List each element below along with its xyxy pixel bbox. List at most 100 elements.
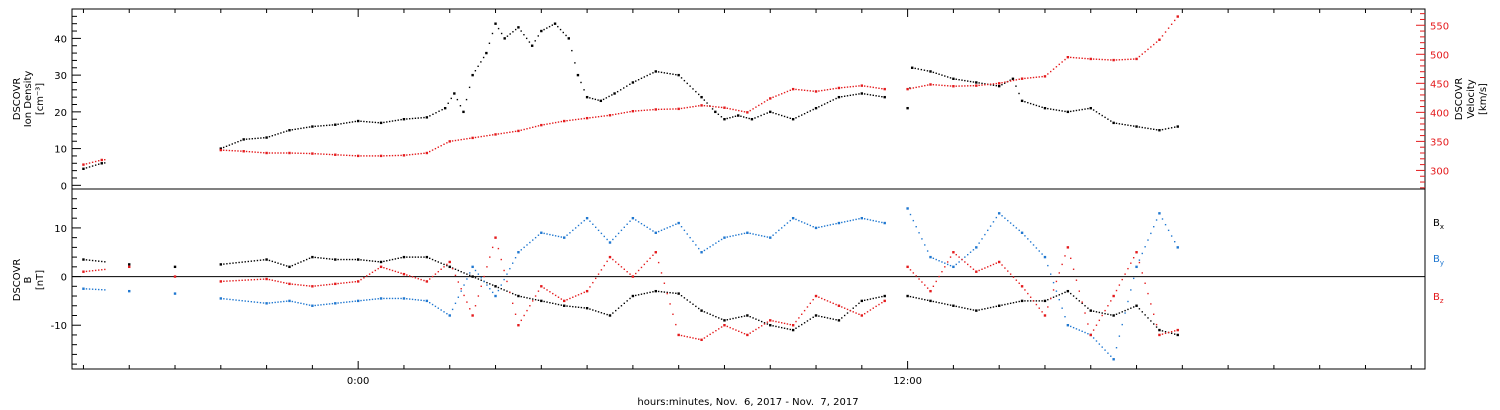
bz-sample	[623, 268, 626, 270]
density-sample	[812, 108, 814, 111]
by-sample	[511, 262, 514, 264]
bz-point	[860, 314, 864, 317]
legend-by-base: B	[1433, 254, 1440, 265]
density-sample	[435, 112, 437, 114]
by-sample	[712, 244, 714, 246]
bz-sample	[818, 296, 820, 298]
bz-sample	[692, 337, 694, 339]
density-sample	[377, 121, 379, 124]
velocity-point	[402, 154, 406, 157]
bx-sample	[715, 316, 717, 318]
velocity-sample	[766, 99, 769, 101]
bx-sample	[543, 300, 545, 303]
density-sample	[964, 79, 966, 82]
by-sample	[371, 298, 374, 301]
bx-point	[128, 263, 131, 266]
bx-sample	[400, 257, 402, 259]
velocity-sample	[411, 153, 414, 156]
legend-by: By	[1433, 254, 1444, 267]
bz-sample	[732, 328, 734, 330]
velocity-sample	[1001, 82, 1003, 84]
velocity-sample	[291, 152, 294, 154]
velocity-sample	[88, 162, 91, 164]
bz-sample	[1035, 303, 1038, 306]
density-sample	[649, 73, 651, 75]
by-sample	[543, 232, 545, 235]
by-sample	[1007, 219, 1009, 222]
by-sample	[85, 288, 88, 290]
bz-point	[723, 324, 726, 327]
density-sample	[1049, 108, 1052, 110]
bx-sample	[958, 306, 960, 308]
bx-sample	[752, 317, 754, 319]
density-sample	[280, 132, 282, 134]
bz-sample	[1027, 292, 1029, 295]
density-point	[736, 114, 740, 117]
bz-sample	[763, 323, 766, 325]
bz-point	[173, 275, 177, 278]
density-sample	[348, 121, 351, 124]
by-sample	[766, 236, 769, 238]
bz-sample	[955, 253, 957, 256]
density-sample	[798, 115, 800, 118]
velocity-sample	[257, 151, 259, 154]
by-sample	[1018, 229, 1020, 232]
density-sample	[672, 73, 674, 75]
by-sample	[620, 229, 623, 232]
bz-sample	[549, 291, 551, 293]
velocity-tick-label: 300	[1430, 166, 1449, 177]
bz-sample	[1130, 262, 1132, 264]
density-sample	[669, 73, 671, 75]
velocity-sample	[912, 87, 915, 89]
density-sample	[675, 73, 677, 76]
density-sample	[432, 113, 434, 116]
bz-point	[631, 275, 635, 278]
by-sample	[1009, 222, 1012, 224]
bz-sample	[775, 320, 777, 323]
by-sample	[835, 222, 837, 225]
bx-sample	[500, 288, 502, 290]
bx-sample	[94, 260, 97, 262]
bz-sample	[872, 307, 874, 309]
velocity-sample	[1024, 77, 1026, 80]
velocity-point	[975, 84, 978, 87]
velocity-sample	[689, 106, 691, 108]
bx-point	[1089, 309, 1092, 312]
legend-by-sub: y	[1440, 259, 1444, 267]
bz-sample	[863, 312, 866, 315]
density-sample	[1095, 111, 1098, 113]
bz-sample	[829, 301, 832, 303]
bx-point	[769, 324, 772, 327]
density-point	[311, 125, 314, 128]
bz-sample	[371, 271, 374, 274]
by-sample	[343, 301, 345, 304]
density-sample	[488, 42, 491, 44]
bz-point	[288, 282, 291, 286]
velocity-sample	[803, 89, 806, 91]
bx-point	[814, 314, 818, 317]
velocity-point	[723, 106, 726, 109]
by-sample	[506, 273, 508, 275]
bx-sample	[660, 291, 663, 293]
bz-sample	[1121, 278, 1123, 281]
density-sample	[400, 118, 402, 121]
bz-sample	[497, 247, 500, 250]
density-sample	[1167, 127, 1170, 130]
velocity-sample	[414, 153, 417, 155]
y-tick-label: 10	[54, 145, 67, 156]
density-sample	[666, 72, 668, 74]
velocity-sample	[1058, 63, 1060, 66]
density-point	[631, 81, 635, 84]
velocity-sample	[626, 111, 628, 113]
by-point	[746, 231, 749, 234]
density-sample	[363, 120, 365, 123]
velocity-sample	[949, 85, 952, 87]
velocity-tick-label: 500	[1430, 50, 1449, 61]
by-sample	[580, 222, 583, 224]
velocity-point	[265, 151, 268, 155]
bx-point	[517, 294, 520, 298]
velocity-sample	[646, 109, 648, 111]
by-sample	[408, 298, 411, 300]
bz-sample	[1007, 270, 1009, 272]
bz-sample	[1150, 303, 1152, 305]
